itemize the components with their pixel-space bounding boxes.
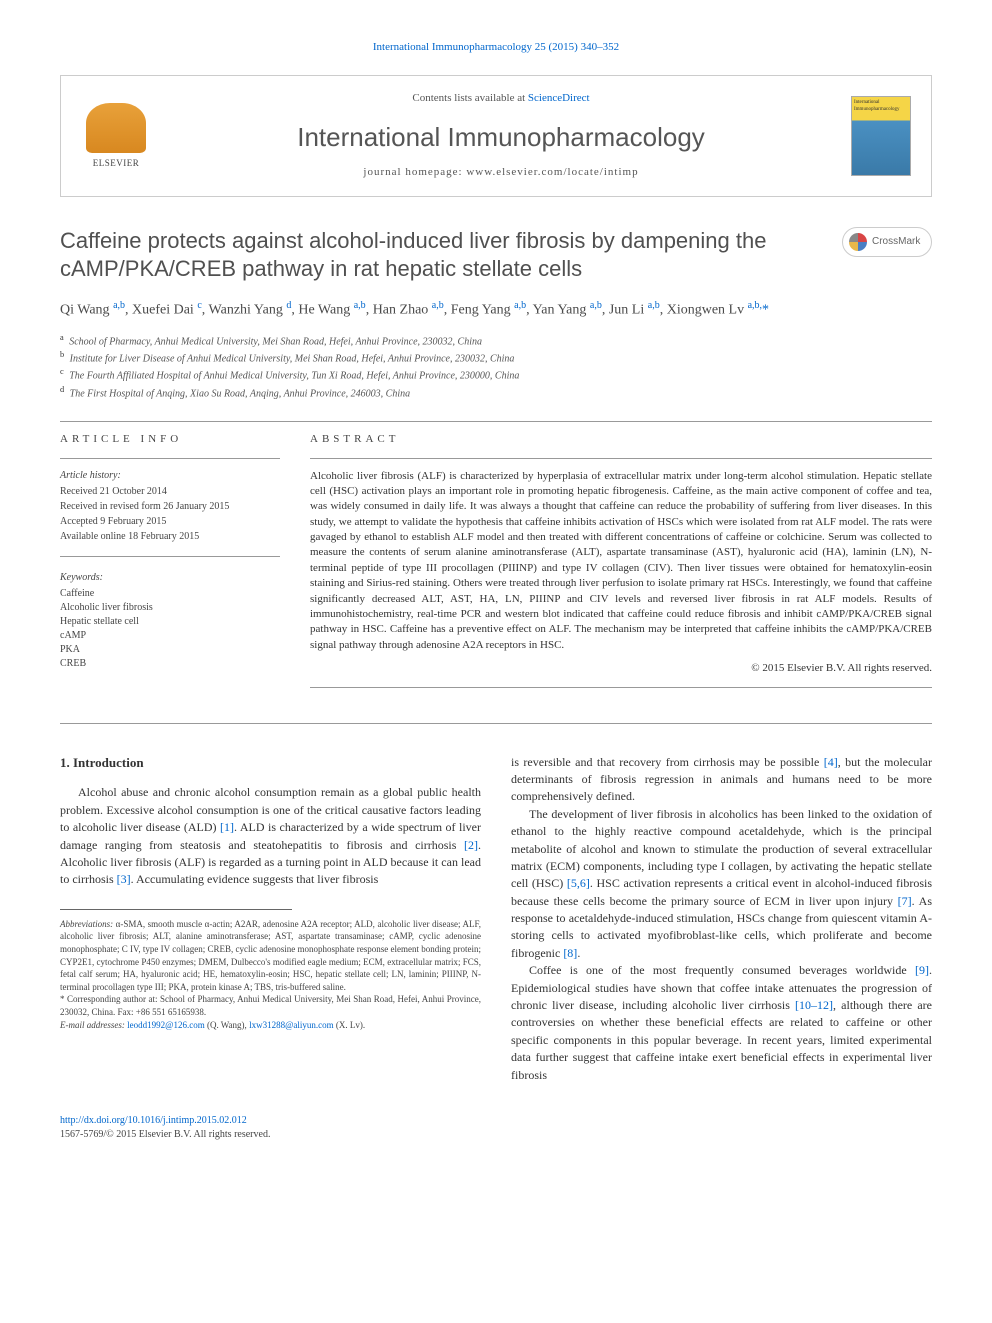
body-paragraph: The development of liver fibrosis in alc… [511,806,932,963]
elsevier-logo[interactable]: ELSEVIER [81,96,151,176]
divider [310,458,932,459]
cover-text: International Immunopharmacology [852,97,910,115]
authors-list: Qi Wang a,b, Xuefei Dai c, Wanzhi Yang d… [60,298,932,322]
history-item: Received in revised form 26 January 2015 [60,500,280,514]
body-paragraph: Alcohol abuse and chronic alcohol consum… [60,784,481,888]
history-item: Available online 18 February 2015 [60,530,280,544]
left-column: 1. Introduction Alcohol abuse and chroni… [60,754,481,1084]
elsevier-tree-icon [86,103,146,153]
abbreviations: Abbreviations: α-SMA, smooth muscle α-ac… [60,918,481,994]
email-1[interactable]: leodd1992@126.com [127,1020,205,1030]
crossmark-label: CrossMark [872,235,920,248]
keyword: Alcoholic liver fibrosis [60,601,280,615]
abbrev-text: α-SMA, smooth muscle α-actin; A2AR, aden… [60,919,481,992]
affiliations: a School of Pharmacy, Anhui Medical Univ… [60,332,932,401]
crossmark-icon [849,233,867,251]
footnote-divider [60,909,292,910]
info-abstract-row: ARTICLE INFO Article history: Received 2… [60,432,932,697]
right-column: is reversible and that recovery from cir… [511,754,932,1084]
journal-title: International Immunopharmacology [151,119,851,155]
keywords-label: Keywords: [60,571,280,585]
affiliation: a School of Pharmacy, Anhui Medical Univ… [60,332,932,349]
email-label: E-mail addresses: [60,1020,127,1030]
homepage-url[interactable]: www.elsevier.com/locate/intimp [466,166,638,178]
article-info: ARTICLE INFO Article history: Received 2… [60,432,280,697]
elsevier-label: ELSEVIER [93,157,140,170]
email-2-who: (X. Lv). [334,1020,366,1030]
email-1-who: (Q. Wang), [205,1020,249,1030]
keyword: Hepatic stellate cell [60,615,280,629]
footnotes: Abbreviations: α-SMA, smooth muscle α-ac… [60,918,481,1031]
abstract-heading: ABSTRACT [310,432,932,447]
article-title-text: Caffeine protects against alcohol-induce… [60,228,766,282]
body-columns: 1. Introduction Alcohol abuse and chroni… [60,754,932,1084]
history-item: Accepted 9 February 2015 [60,515,280,529]
homepage-prefix: journal homepage: [363,166,466,178]
divider [60,421,932,422]
abstract: ABSTRACT Alcoholic liver fibrosis (ALF) … [310,432,932,697]
header-center: Contents lists available at ScienceDirec… [151,91,851,180]
abstract-text: Alcoholic liver fibrosis (ALF) is charac… [310,469,932,654]
history-item: Received 21 October 2014 [60,485,280,499]
doi-link[interactable]: http://dx.doi.org/10.1016/j.intimp.2015.… [60,1114,932,1128]
divider [60,723,932,724]
divider [310,687,932,688]
divider [60,556,280,557]
abstract-copyright: © 2015 Elsevier B.V. All rights reserved… [310,661,932,676]
body-paragraph: is reversible and that recovery from cir… [511,754,932,806]
keyword: Caffeine [60,587,280,601]
history-label: Article history: [60,469,280,483]
corresponding-author: * Corresponding author at: School of Pha… [60,993,481,1018]
section-heading: 1. Introduction [60,754,481,773]
issn-copyright: 1567-5769/© 2015 Elsevier B.V. All right… [60,1128,932,1142]
email-line: E-mail addresses: leodd1992@126.com (Q. … [60,1019,481,1032]
affiliation: b Institute for Liver Disease of Anhui M… [60,349,932,366]
affiliation: c The Fourth Affiliated Hospital of Anhu… [60,366,932,383]
journal-header: ELSEVIER Contents lists available at Sci… [60,75,932,196]
keyword: cAMP [60,629,280,643]
journal-cover-thumbnail[interactable]: International Immunopharmacology [851,96,911,176]
contents-list-line: Contents lists available at ScienceDirec… [151,91,851,106]
abbrev-label: Abbreviations: [60,919,113,929]
affiliation: d The First Hospital of Anqing, Xiao Su … [60,384,932,401]
email-2[interactable]: lxw31288@aliyun.com [249,1020,334,1030]
sciencedirect-link[interactable]: ScienceDirect [528,92,590,104]
crossmark-badge[interactable]: CrossMark [842,227,932,257]
contents-prefix: Contents lists available at [412,92,527,104]
journal-citation[interactable]: International Immunopharmacology 25 (201… [60,40,932,55]
body-paragraph: Coffee is one of the most frequently con… [511,962,932,1084]
journal-homepage: journal homepage: www.elsevier.com/locat… [151,165,851,180]
keyword: CREB [60,657,280,671]
divider [60,458,280,459]
keyword: PKA [60,643,280,657]
page-footer: http://dx.doi.org/10.1016/j.intimp.2015.… [60,1114,932,1142]
article-title: Caffeine protects against alcohol-induce… [60,227,932,284]
article-info-heading: ARTICLE INFO [60,432,280,447]
